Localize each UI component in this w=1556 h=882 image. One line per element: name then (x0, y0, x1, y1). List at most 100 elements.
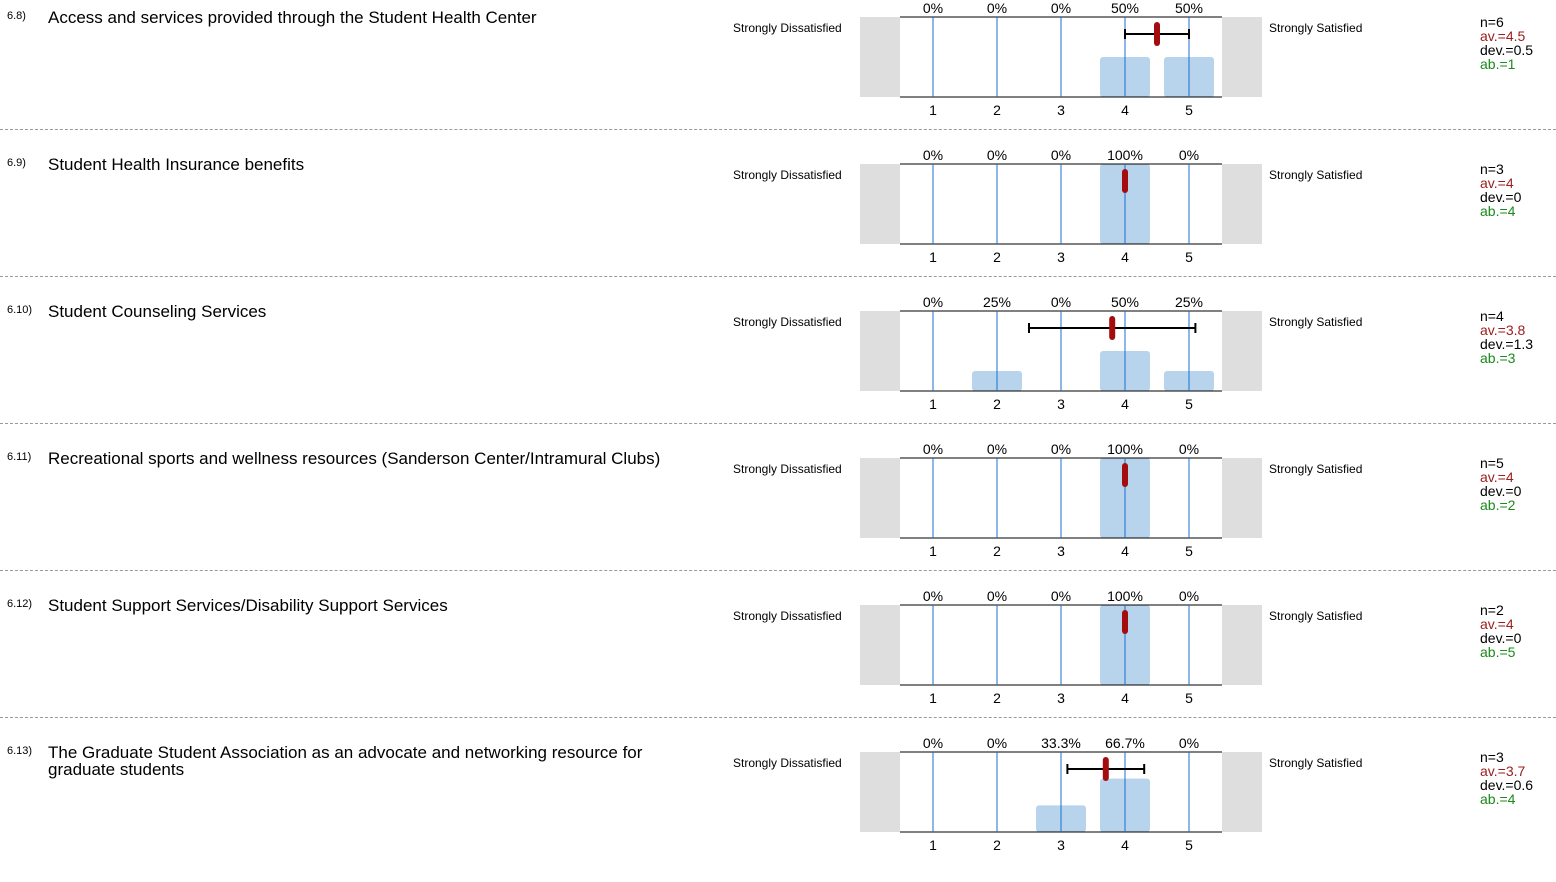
scale-left-box (860, 752, 900, 832)
stats-block: n=2 av.=4 dev.=0 ab.=5 (1480, 603, 1521, 659)
question-row: 6.8) Access and services provided throug… (0, 0, 1556, 147)
percent-label: 0% (1051, 588, 1071, 604)
stat-n: n=3 (1480, 161, 1504, 177)
stat-abstentions: ab.=4 (1480, 791, 1516, 807)
tick-label: 1 (929, 690, 937, 706)
scale-right-label: Strongly Satisfied (1269, 21, 1363, 35)
stats-block: n=6 av.=4.5 dev.=0.5 ab.=1 (1480, 15, 1533, 71)
tick-label: 1 (929, 543, 937, 559)
percent-label: 0% (1051, 294, 1071, 310)
percent-label: 0% (987, 588, 1007, 604)
tick-label: 3 (1057, 102, 1065, 118)
percent-label: 100% (1107, 147, 1143, 163)
scale-right-label: Strongly Satisfied (1269, 756, 1363, 770)
percent-label: 33.3% (1041, 735, 1081, 751)
rating-histogram: 0% 1 0% 2 0% 3 100% 4 0% 5 (860, 588, 1262, 706)
tick-label: 3 (1057, 690, 1065, 706)
tick-label: 4 (1121, 690, 1129, 706)
stat-average: av.=3.7 (1480, 763, 1526, 779)
scale-left-label: Strongly Dissatisfied (733, 315, 842, 329)
tick-label: 2 (993, 249, 1001, 265)
tick-label: 3 (1057, 249, 1065, 265)
scale-left-label: Strongly Dissatisfied (733, 21, 842, 35)
row-separator (0, 570, 1556, 571)
question-number: 6.13) (7, 745, 33, 757)
percent-label: 100% (1107, 588, 1143, 604)
stat-deviation: dev.=0 (1480, 483, 1522, 499)
percent-label: 0% (1051, 0, 1071, 16)
tick-label: 5 (1185, 543, 1193, 559)
row-separator (0, 717, 1556, 718)
tick-label: 3 (1057, 396, 1065, 412)
question-row: 6.10) Student Counseling Services Strong… (0, 294, 1556, 441)
tick-label: 1 (929, 837, 937, 853)
stat-average: av.=4 (1480, 469, 1514, 485)
percent-label: 50% (1175, 0, 1203, 16)
stat-abstentions: ab.=1 (1480, 56, 1516, 72)
stat-deviation: dev.=1.3 (1480, 336, 1534, 352)
tick-label: 1 (929, 102, 937, 118)
tick-label: 5 (1185, 102, 1193, 118)
percent-label: 0% (1179, 441, 1199, 457)
percent-label: 0% (987, 735, 1007, 751)
scale-left-label: Strongly Dissatisfied (733, 609, 842, 623)
stats-block: n=3 av.=3.7 dev.=0.6 ab.=4 (1480, 750, 1533, 806)
scale-left-box (860, 605, 900, 685)
question-number: 6.8) (7, 10, 26, 22)
scale-right-label: Strongly Satisfied (1269, 609, 1363, 623)
tick-label: 4 (1121, 837, 1129, 853)
scale-left-box (860, 311, 900, 391)
percent-label: 0% (987, 441, 1007, 457)
percent-label: 25% (1175, 294, 1203, 310)
tick-label: 5 (1185, 690, 1193, 706)
scale-right-box (1222, 752, 1262, 832)
question-text: Student Health Insurance benefits (48, 155, 305, 174)
stat-abstentions: ab.=5 (1480, 644, 1516, 660)
tick-label: 1 (929, 396, 937, 412)
stat-abstentions: ab.=3 (1480, 350, 1516, 366)
question-number: 6.12) (7, 598, 33, 610)
tick-label: 2 (993, 690, 1001, 706)
stat-abstentions: ab.=4 (1480, 203, 1516, 219)
percent-label: 0% (923, 441, 943, 457)
question-number: 6.9) (7, 157, 26, 169)
stat-deviation: dev.=0.5 (1480, 42, 1534, 58)
stat-n: n=2 (1480, 602, 1504, 618)
tick-label: 4 (1121, 396, 1129, 412)
percent-label: 50% (1111, 0, 1139, 16)
tick-label: 4 (1121, 543, 1129, 559)
stat-average: av.=3.8 (1480, 322, 1526, 338)
stat-deviation: dev.=0.6 (1480, 777, 1534, 793)
row-separator (0, 129, 1556, 130)
stats-block: n=4 av.=3.8 dev.=1.3 ab.=3 (1480, 309, 1533, 365)
question-number: 6.10) (7, 304, 33, 316)
stat-average: av.=4 (1480, 616, 1514, 632)
scale-left-box (860, 17, 900, 97)
question-row: 6.11) Recreational sports and wellness r… (0, 441, 1556, 588)
percent-label: 66.7% (1105, 735, 1145, 751)
rating-histogram: 0% 1 25% 2 0% 3 50% 4 25% 5 (860, 294, 1262, 412)
rating-histogram: 0% 1 0% 2 0% 3 50% 4 50% 5 (860, 0, 1262, 118)
question-row: 6.9) Student Health Insurance benefits S… (0, 147, 1556, 294)
scale-right-box (1222, 458, 1262, 538)
mean-marker (1122, 169, 1128, 193)
scale-right-label: Strongly Satisfied (1269, 168, 1363, 182)
mean-marker (1102, 757, 1109, 781)
percent-label: 0% (1051, 147, 1071, 163)
rating-histogram: 0% 1 0% 2 0% 3 100% 4 0% 5 (860, 147, 1262, 265)
row-separator (0, 423, 1556, 424)
tick-label: 5 (1185, 249, 1193, 265)
percent-label: 0% (1179, 588, 1199, 604)
scale-left-box (860, 458, 900, 538)
question-text: Student Support Services/Disability Supp… (48, 596, 448, 615)
stat-average: av.=4 (1480, 175, 1514, 191)
scale-right-box (1222, 17, 1262, 97)
tick-label: 3 (1057, 837, 1065, 853)
question-text: The Graduate Student Association as an a… (48, 743, 643, 779)
tick-label: 2 (993, 837, 1001, 853)
stat-n: n=5 (1480, 455, 1504, 471)
percent-label: 0% (987, 147, 1007, 163)
question-text: Recreational sports and wellness resourc… (48, 449, 661, 468)
question-text: Student Counseling Services (48, 302, 267, 321)
question-row: 6.13) The Graduate Student Association a… (0, 735, 1556, 882)
